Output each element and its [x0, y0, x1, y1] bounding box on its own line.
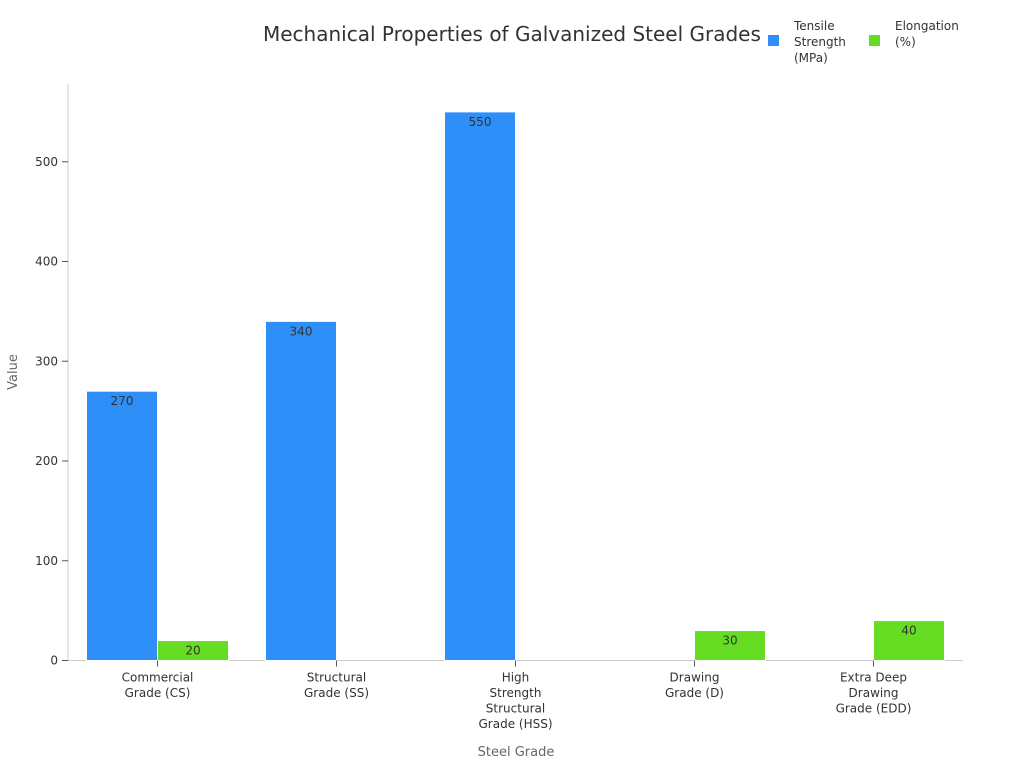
legend-item-elongation[interactable]: Elongation (%): [869, 18, 959, 50]
x-tick-label: High Strength Structural Grade (HSS): [478, 671, 552, 732]
data-label: 340: [290, 324, 313, 338]
y-tick-label: 300: [35, 354, 58, 368]
bar-tensile[interactable]: [444, 111, 516, 661]
y-tick-label: 200: [35, 454, 58, 468]
y-tick-label: 0: [50, 654, 58, 668]
data-label: 30: [722, 634, 737, 648]
bar-elongation[interactable]: [694, 630, 766, 662]
y-axis-title: Value: [6, 354, 21, 390]
x-tick-label: Extra Deep Drawing Grade (EDD): [836, 671, 912, 716]
data-label: 550: [469, 115, 492, 129]
legend-swatch-tensile: [768, 35, 779, 46]
legend-item-tensile[interactable]: Tensile Strength (MPa): [768, 18, 846, 66]
bar-elongation[interactable]: [873, 620, 945, 661]
y-tick-label: 500: [35, 155, 58, 169]
legend-label-elongation: Elongation (%): [895, 19, 959, 49]
legend: Tensile Strength (MPa) Elongation (%): [768, 18, 1018, 78]
x-tick-label: Structural Grade (SS): [304, 671, 369, 701]
bar-tensile[interactable]: [265, 320, 337, 661]
x-tick-label: Commercial Grade (CS): [122, 671, 194, 701]
y-tick-label: 100: [35, 554, 58, 568]
data-label: 270: [111, 394, 134, 408]
x-axis-title: Steel Grade: [478, 745, 555, 760]
bar-elongation[interactable]: [157, 640, 229, 661]
legend-swatch-elongation: [869, 35, 880, 46]
data-label: 40: [901, 624, 916, 638]
y-tick-label: 400: [35, 255, 58, 269]
legend-label-tensile: Tensile Strength (MPa): [794, 19, 846, 65]
chart-title: Mechanical Properties of Galvanized Stee…: [263, 22, 761, 46]
data-label: 20: [185, 644, 200, 658]
x-tick-label: Drawing Grade (D): [665, 671, 724, 701]
bar-tensile[interactable]: [86, 390, 158, 661]
